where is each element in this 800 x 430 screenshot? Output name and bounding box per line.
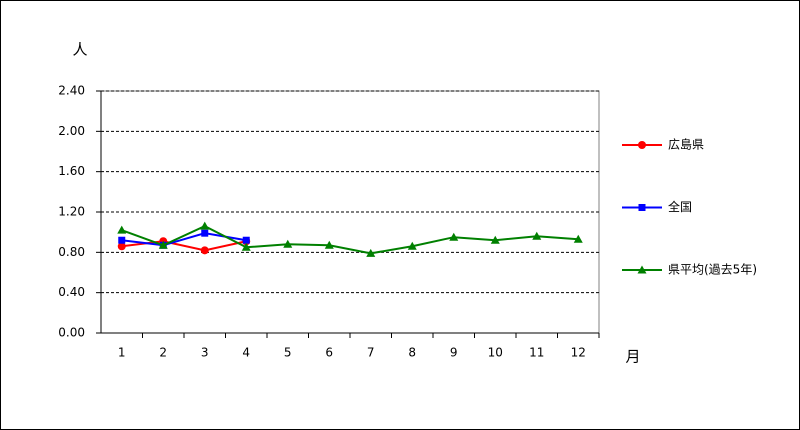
y-axis-label: 人 xyxy=(72,41,87,59)
y-tick-label: 0.00 xyxy=(58,326,85,340)
marker xyxy=(638,141,646,149)
legend-label: 全国 xyxy=(668,199,692,214)
x-tick-label: 5 xyxy=(284,346,292,360)
marker xyxy=(200,246,209,255)
x-tick-label: 6 xyxy=(325,346,333,360)
marker xyxy=(241,242,251,251)
x-tick-label: 1 xyxy=(118,346,126,360)
x-tick-label: 4 xyxy=(242,346,250,360)
x-axis-label: 月 xyxy=(625,348,640,366)
x-tick-label: 3 xyxy=(201,346,209,360)
marker xyxy=(490,235,500,244)
plot-area xyxy=(100,90,600,334)
marker xyxy=(366,248,376,257)
marker xyxy=(638,204,646,211)
marker xyxy=(573,234,583,243)
y-tick-label: 0.80 xyxy=(58,245,85,259)
x-tick-label: 2 xyxy=(159,346,167,360)
marker xyxy=(158,240,168,249)
marker xyxy=(118,236,126,244)
marker xyxy=(407,241,417,250)
marker xyxy=(324,240,334,249)
y-tick-label: 0.40 xyxy=(58,285,85,299)
marker xyxy=(283,239,293,248)
x-tick-label: 7 xyxy=(367,346,375,360)
marker xyxy=(200,221,210,230)
series-line xyxy=(121,225,579,255)
x-tick-label: 11 xyxy=(529,346,544,360)
legend-label: 県平均(過去5年) xyxy=(668,263,757,277)
marker xyxy=(117,225,127,234)
marker xyxy=(532,231,542,240)
x-tick-label: 12 xyxy=(571,346,586,360)
y-tick-label: 2.40 xyxy=(58,84,85,98)
marker xyxy=(117,242,126,251)
y-tick-label: 1.60 xyxy=(58,164,85,178)
marker xyxy=(637,265,647,274)
marker xyxy=(242,236,250,244)
x-tick-label: 10 xyxy=(488,346,503,360)
x-tick-label: 8 xyxy=(408,346,416,360)
y-tick-label: 2.00 xyxy=(58,124,85,138)
x-tick-label: 9 xyxy=(450,346,458,360)
y-tick-label: 1.20 xyxy=(58,205,85,219)
legend-label: 広島県 xyxy=(668,137,704,152)
marker xyxy=(449,232,459,241)
marker xyxy=(201,229,209,237)
series-line xyxy=(121,240,247,252)
